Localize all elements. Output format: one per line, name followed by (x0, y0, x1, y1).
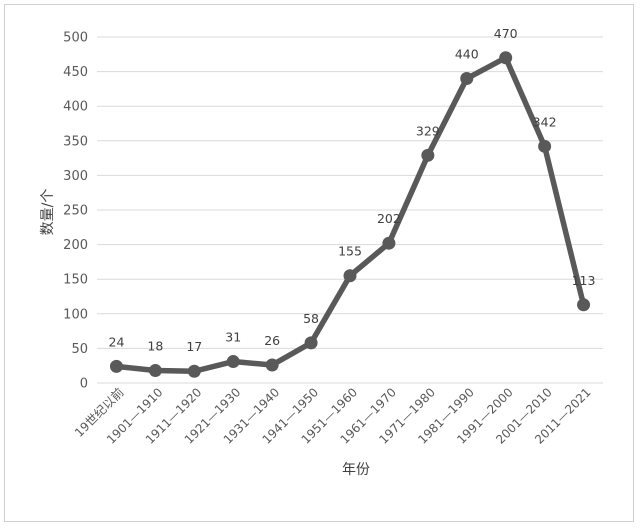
data-label: 440 (455, 47, 479, 62)
data-label: 17 (186, 339, 202, 354)
y-tick-label: 200 (63, 238, 88, 253)
x-axis-ticks: 19世纪以前1901—19101911—19201921—19301931—19… (71, 385, 593, 447)
data-point (538, 139, 552, 153)
data-label: 18 (147, 339, 163, 354)
data-label: 24 (109, 334, 125, 349)
y-tick-label: 150 (63, 273, 88, 288)
data-label: 342 (533, 114, 557, 129)
data-label: 113 (572, 273, 596, 288)
data-point (304, 336, 318, 350)
y-axis-ticks: 0 50 100 150 200 250 300 350 400 450 500 (63, 31, 88, 392)
y-tick-label: 300 (63, 169, 88, 184)
data-point (187, 364, 201, 378)
data-point (226, 355, 240, 369)
y-tick-label: 250 (63, 204, 88, 219)
data-point (577, 298, 591, 312)
y-tick-label: 400 (63, 100, 88, 115)
data-label: 202 (377, 211, 401, 226)
data-point (148, 364, 162, 378)
gridlines (97, 36, 603, 384)
data-label: 31 (225, 330, 241, 345)
y-tick-label: 350 (63, 134, 88, 149)
y-tick-label: 50 (71, 342, 88, 357)
chart-frame (4, 4, 634, 522)
series-line (113, 55, 587, 374)
data-label: 155 (338, 244, 362, 259)
data-point (460, 72, 474, 86)
y-tick-label: 0 (80, 377, 88, 392)
data-point (265, 358, 279, 372)
y-tick-label: 450 (63, 65, 88, 80)
data-point (382, 236, 396, 250)
data-labels: 24 18 17 31 26 58 155 202 329 440 470 342 113 (109, 26, 596, 354)
y-tick-label: 100 (63, 307, 88, 322)
data-label: 26 (264, 333, 280, 348)
data-label: 329 (416, 123, 440, 138)
data-label: 470 (494, 26, 518, 41)
series-layer (109, 51, 591, 378)
x-axis-title: 年份 (342, 462, 370, 478)
y-axis-title: 数量/个 (40, 189, 56, 236)
data-label: 58 (303, 311, 319, 326)
data-point (421, 148, 435, 162)
data-point (343, 269, 357, 283)
y-tick-label: 500 (63, 31, 88, 46)
data-point (499, 51, 513, 65)
data-point (109, 359, 123, 373)
